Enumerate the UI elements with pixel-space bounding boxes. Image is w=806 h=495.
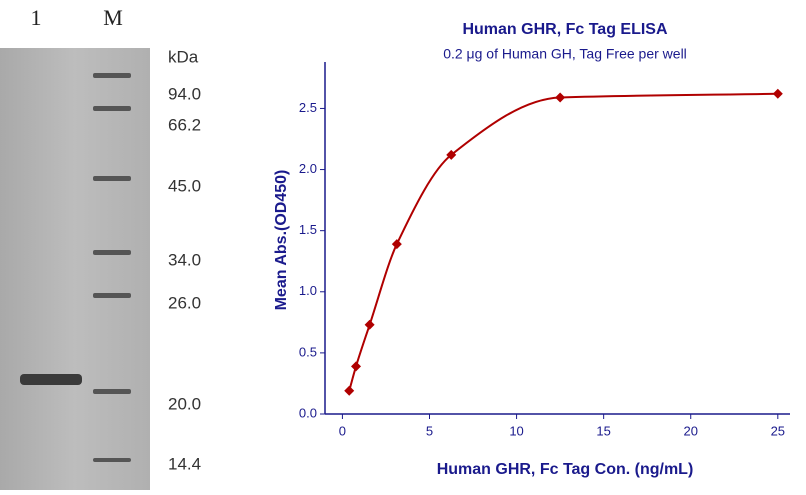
y-tick-label: 0.5 — [299, 344, 317, 359]
gel-image — [0, 48, 150, 490]
protein-band — [20, 374, 82, 385]
y-axis-label: Mean Abs.(OD450) — [273, 170, 290, 311]
lane-label: 1 — [31, 5, 42, 30]
x-tick-label: 0 — [339, 423, 346, 438]
x-tick-label: 25 — [771, 423, 785, 438]
marker-label: 66.2 — [168, 115, 201, 134]
y-tick-label: 0.0 — [299, 405, 317, 420]
x-tick-label: 10 — [509, 423, 523, 438]
marker-label: 26.0 — [168, 293, 201, 312]
data-point — [392, 239, 402, 249]
chart-subtitle: 0.2 μg of Human GH, Tag Free per well — [443, 46, 687, 62]
x-tick-label: 20 — [683, 423, 697, 438]
chart-title: Human GHR, Fc Tag ELISA — [462, 21, 668, 38]
marker-label: 94.0 — [168, 84, 201, 103]
fit-curve — [349, 94, 778, 391]
marker-label: 20.0 — [168, 394, 201, 413]
y-tick-label: 1.5 — [299, 222, 317, 237]
unit-label: kDa — [168, 47, 199, 66]
figure: 1 M kDa 94.0 66.2 45.0 34.0 26.0 20.0 14… — [0, 0, 806, 490]
data-point — [344, 386, 354, 396]
y-tick-label: 2.0 — [299, 161, 317, 176]
data-point — [773, 89, 783, 99]
data-point — [555, 92, 565, 102]
data-point — [351, 361, 361, 371]
data-point — [365, 320, 375, 330]
y-tick-label: 2.5 — [299, 100, 317, 115]
y-tick-label: 1.0 — [299, 283, 317, 298]
x-tick-label: 5 — [426, 423, 433, 438]
x-axis-label: Human GHR, Fc Tag Con. (ng/mL) — [437, 461, 694, 478]
marker-label: 34.0 — [168, 250, 201, 269]
lane-label: M — [103, 5, 123, 30]
x-tick-label: 15 — [596, 423, 610, 438]
marker-label: 14.4 — [168, 454, 201, 473]
marker-label: 45.0 — [168, 176, 201, 195]
